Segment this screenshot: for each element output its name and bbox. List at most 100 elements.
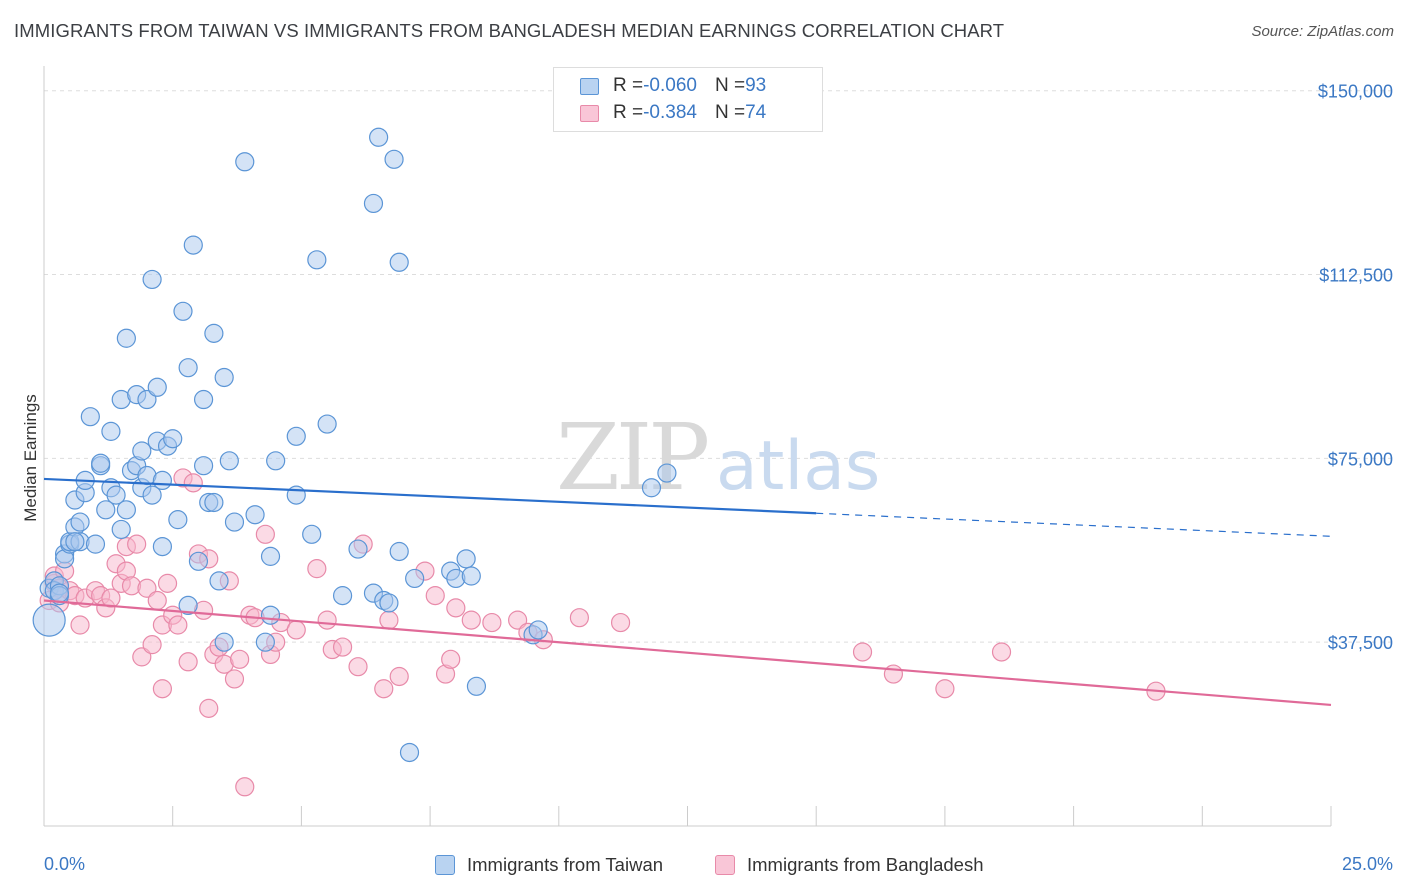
bangladesh-point — [348, 657, 368, 677]
taiwan-point — [302, 524, 322, 544]
taiwan-point — [260, 605, 281, 625]
bangladesh-point — [569, 608, 589, 628]
taiwan-point — [204, 492, 224, 513]
bangladesh-point — [307, 559, 327, 579]
bangladesh-point — [425, 586, 445, 606]
taiwan-point — [91, 453, 111, 473]
taiwan-point — [307, 250, 327, 270]
taiwan-point — [204, 323, 224, 343]
bangladesh-legend-swatch — [715, 855, 735, 875]
taiwan-point — [641, 478, 662, 498]
legend-item-taiwan[interactable]: Immigrants from Taiwan — [435, 851, 663, 879]
bangladesh-point — [379, 610, 399, 630]
source-label: Source: ZipAtlas.com — [1251, 23, 1394, 40]
bangladesh-point — [441, 649, 461, 669]
bangladesh-point — [235, 777, 255, 797]
legend-row-taiwan: R = -0.060 N = 93 — [580, 73, 766, 99]
taiwan-point — [389, 541, 409, 562]
taiwan-point — [111, 519, 131, 540]
bangladesh-point — [317, 610, 337, 630]
bangladesh-point — [137, 578, 157, 598]
bangladesh-point — [610, 612, 631, 633]
taiwan-point — [137, 389, 157, 410]
taiwan-point — [528, 620, 548, 640]
axes — [43, 66, 1332, 827]
bangladesh-point — [183, 473, 203, 493]
bangladesh-points — [39, 468, 1166, 797]
taiwan-point — [332, 586, 353, 606]
bangladesh-point — [101, 588, 121, 608]
taiwan-point — [163, 429, 183, 449]
taiwan-point — [178, 358, 198, 378]
bangladesh-point — [389, 666, 409, 687]
bangladesh-point — [132, 647, 152, 667]
legend-n-value: 93 — [745, 75, 767, 96]
bangladesh-point — [168, 615, 188, 635]
bangladesh-point — [178, 652, 198, 672]
taiwan-swatch — [580, 77, 599, 95]
taiwan-point — [219, 451, 239, 471]
bangladesh-point — [255, 524, 275, 544]
taiwan-trend-extension — [816, 512, 1332, 537]
taiwan-point — [657, 463, 677, 483]
x-tick-label: 25.0% — [1342, 854, 1393, 874]
legend-r-value: -0.384 — [643, 102, 697, 123]
y-tick-label: $37,500 — [1328, 633, 1393, 653]
taiwan-point — [142, 485, 162, 505]
bangladesh-point — [508, 610, 528, 630]
y-tick-label: $112,500 — [1319, 266, 1393, 286]
y-axis-label: Median Earnings — [21, 394, 40, 522]
bangladesh-point — [852, 642, 873, 662]
taiwan-point — [266, 451, 286, 471]
gridlines — [44, 90, 1396, 643]
taiwan-point — [363, 193, 384, 214]
legend-item-bangladesh[interactable]: Immigrants from Bangladesh — [715, 851, 984, 879]
legend-n-label: N = — [714, 75, 746, 96]
bangladesh-swatch — [580, 104, 599, 122]
taiwan-point — [193, 456, 214, 476]
taiwan-point — [106, 485, 126, 505]
taiwan-point — [348, 539, 368, 559]
taiwan-point — [178, 595, 198, 616]
bangladesh-point — [147, 590, 167, 611]
taiwan-point — [255, 632, 275, 652]
taiwan-point — [173, 301, 193, 321]
bangladesh-trend-line — [43, 599, 1332, 707]
taiwan-points — [32, 127, 677, 763]
bangladesh-point — [991, 642, 1012, 662]
legend-r-label: R = — [613, 75, 644, 96]
bangladesh-point — [332, 637, 353, 657]
taiwan-point — [224, 512, 245, 532]
bangladesh-point — [374, 679, 394, 699]
bangladesh-point — [127, 534, 147, 554]
taiwan-point — [32, 603, 66, 637]
taiwan-point — [405, 568, 425, 589]
x-tick-label: 0.0% — [44, 854, 85, 874]
taiwan-point — [245, 505, 265, 525]
bangladesh-point — [935, 679, 955, 699]
watermark-atlas: atlas — [716, 427, 880, 506]
taiwan-point — [152, 536, 173, 557]
y-tick-label: $150,000 — [1318, 82, 1393, 102]
legend-item-label: Immigrants from Taiwan — [467, 854, 664, 875]
bangladesh-point — [446, 598, 466, 618]
bangladesh-point — [230, 649, 250, 669]
legend-r-value: -0.060 — [643, 75, 697, 96]
watermark: ZIP atlas — [556, 404, 880, 511]
bangladesh-point — [70, 615, 90, 635]
taiwan-point — [260, 546, 281, 566]
taiwan-point — [132, 441, 152, 461]
legend-item-label: Immigrants from Bangladesh — [747, 854, 984, 875]
bangladesh-point — [224, 669, 245, 689]
bangladesh-point — [482, 612, 502, 633]
taiwan-point — [461, 566, 481, 586]
taiwan-point — [152, 470, 173, 491]
tick-labels: $37,500 $75,000 $112,500 $150,000 0.0% 25.0% — [44, 82, 1393, 874]
legend-n-label: N = — [714, 102, 746, 123]
bangladesh-point — [199, 698, 219, 718]
legend-n-value: 74 — [745, 102, 767, 123]
bangladesh-point — [286, 620, 306, 640]
bangladesh-point — [461, 610, 481, 630]
series-legend: Immigrants from Taiwan Immigrants from B… — [0, 851, 1406, 879]
